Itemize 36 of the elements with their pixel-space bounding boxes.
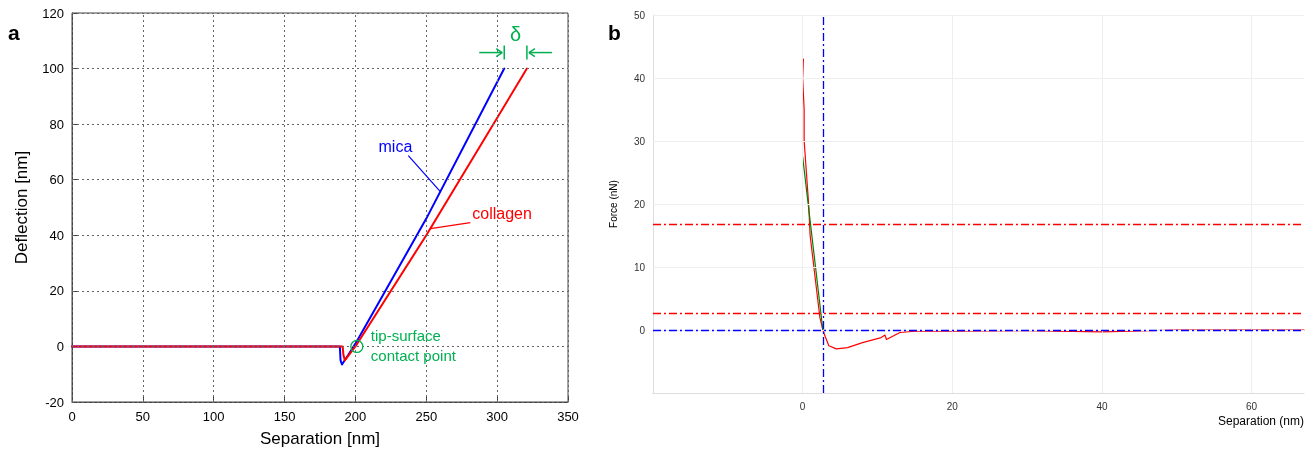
- x-tick-label: 250: [415, 409, 438, 424]
- x-tick-label: 0: [799, 400, 806, 412]
- series-label: collagen: [472, 204, 532, 222]
- annotation: δ: [510, 22, 522, 45]
- text: b: [608, 21, 621, 44]
- x-tick-label: 0: [68, 409, 76, 424]
- y-tick-label: 60: [49, 172, 64, 188]
- x-tick-label: 150: [273, 409, 296, 424]
- x-tick-label: 60: [1246, 400, 1258, 412]
- text: mica: [378, 137, 413, 155]
- y-tick-label: 30: [633, 135, 646, 147]
- y-tick-label: -20: [45, 394, 64, 410]
- x-axis-title: Separation [nm]: [259, 429, 381, 448]
- x-tick-label: 50: [135, 409, 151, 424]
- x-tick-label: 40: [1096, 400, 1108, 412]
- x-tick-label: 350: [557, 409, 579, 424]
- x-tick-label: 20: [946, 400, 959, 412]
- y-tick-label: 80: [49, 116, 64, 132]
- y-tick-label: 20: [633, 198, 646, 210]
- y-tick-label: 120: [42, 5, 64, 21]
- y-tick-label: 100: [42, 61, 64, 77]
- x-tick-label: 200: [344, 409, 367, 424]
- y-tick-label: 50: [633, 9, 646, 21]
- y-axis-title: Force (nN): [607, 180, 619, 228]
- y-tick-label: 10: [633, 261, 646, 273]
- y-tick-label: 0: [639, 324, 646, 336]
- y-tick-label: 40: [49, 227, 64, 243]
- x-axis-title: Separation (nm): [1217, 414, 1304, 428]
- x-tick-label: 300: [486, 409, 508, 424]
- y-tick-label: 20: [49, 283, 64, 299]
- y-tick-label: 40: [633, 72, 646, 84]
- annotation: tip-surface contact point: [370, 327, 457, 365]
- x-tick-label: 100: [202, 409, 225, 424]
- y-axis-title: Deflection [nm]: [12, 150, 31, 265]
- y-tick-label: 0: [56, 338, 64, 354]
- text: a: [8, 21, 20, 44]
